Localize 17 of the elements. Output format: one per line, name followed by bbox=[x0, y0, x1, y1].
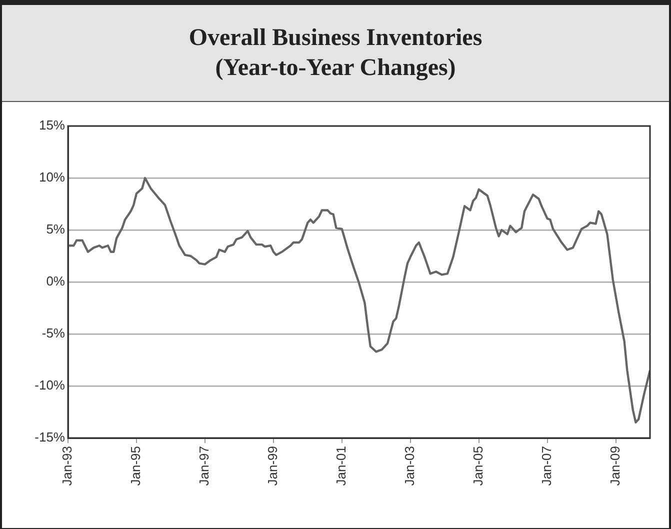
y-tick-label: -10% bbox=[34, 378, 66, 393]
y-tick-label: 15% bbox=[38, 118, 66, 133]
y-tick-label: -5% bbox=[42, 326, 66, 341]
x-tick-label: Jan-95 bbox=[128, 446, 144, 486]
y-tick-label: 0% bbox=[46, 274, 66, 289]
y-tick-label: -15% bbox=[34, 430, 66, 445]
x-tick-label: Jan-05 bbox=[470, 446, 486, 486]
x-tick-label: Jan-07 bbox=[538, 446, 554, 486]
x-tick-label: Jan-93 bbox=[60, 446, 75, 486]
x-tick-label: Jan-09 bbox=[607, 446, 622, 486]
x-tick-label: Jan-03 bbox=[402, 446, 417, 486]
chart-title: Overall Business Inventories (Year-to-Year Changes) bbox=[2, 5, 669, 102]
y-tick-label: 10% bbox=[38, 170, 66, 185]
y-tick-label: 5% bbox=[46, 222, 66, 237]
x-tick-label: Jan-01 bbox=[333, 446, 348, 486]
x-tick-label: Jan-99 bbox=[264, 446, 280, 486]
x-tick-label: Jan-97 bbox=[196, 446, 212, 486]
